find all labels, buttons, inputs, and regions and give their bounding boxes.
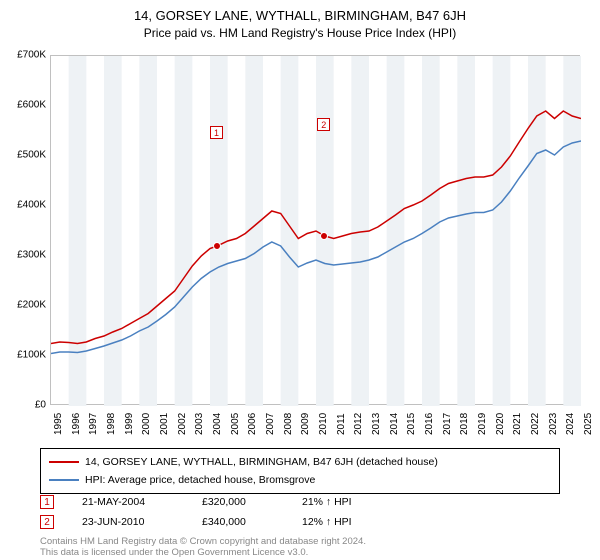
x-tick-label: 2020	[495, 413, 506, 435]
x-tick-label: 2009	[300, 413, 311, 435]
x-tick-label: 2008	[283, 413, 294, 435]
y-tick-label: £100K	[17, 350, 46, 361]
x-tick-label: 2012	[353, 413, 364, 435]
legend: 14, GORSEY LANE, WYTHALL, BIRMINGHAM, B4…	[40, 448, 560, 494]
x-tick-label: 1995	[53, 413, 64, 435]
marker-number-box: 1	[40, 495, 54, 509]
sale-marker-dot	[213, 242, 221, 250]
x-tick-label: 2013	[371, 413, 382, 435]
x-tick-label: 2007	[265, 413, 276, 435]
legend-swatch-1	[49, 461, 79, 463]
marker-pct: 12% ↑ HPI	[302, 516, 412, 528]
y-tick-label: £600K	[17, 100, 46, 111]
legend-label-1: 14, GORSEY LANE, WYTHALL, BIRMINGHAM, B4…	[85, 453, 438, 471]
x-tick-label: 2025	[583, 413, 594, 435]
sale-marker-label: 2	[317, 118, 330, 131]
y-tick-label: £200K	[17, 300, 46, 311]
x-tick-label: 2005	[230, 413, 241, 435]
legend-row-series1: 14, GORSEY LANE, WYTHALL, BIRMINGHAM, B4…	[49, 453, 551, 471]
marker-pct: 21% ↑ HPI	[302, 496, 412, 508]
x-tick-label: 2004	[212, 413, 223, 435]
x-tick-label: 2018	[459, 413, 470, 435]
x-tick-label: 2022	[530, 413, 541, 435]
y-axis-labels: £0£100K£200K£300K£400K£500K£600K£700K	[0, 55, 50, 405]
sale-marker-dot	[320, 232, 328, 240]
x-tick-label: 2006	[247, 413, 258, 435]
x-tick-label: 2001	[159, 413, 170, 435]
x-tick-label: 2021	[512, 413, 523, 435]
marker-number-box: 2	[40, 515, 54, 529]
sale-marker-label: 1	[210, 126, 223, 139]
legend-label-2: HPI: Average price, detached house, Brom…	[85, 471, 315, 489]
y-tick-label: £0	[35, 400, 46, 411]
chart-plot-area: 12	[50, 55, 580, 405]
y-tick-label: £300K	[17, 250, 46, 261]
marker-table: 1 21-MAY-2004£320,00021% ↑ HPI 2 23-JUN-201…	[40, 492, 560, 532]
chart-title: 14, GORSEY LANE, WYTHALL, BIRMINGHAM, B4…	[10, 8, 590, 23]
y-tick-label: £500K	[17, 150, 46, 161]
marker-row: 1 21-MAY-2004£320,00021% ↑ HPI	[40, 492, 560, 512]
footer-attribution: Contains HM Land Registry data © Crown c…	[40, 536, 366, 558]
x-tick-label: 2023	[548, 413, 559, 435]
footer-line-2: This data is licensed under the Open Gov…	[40, 547, 366, 558]
x-tick-label: 1997	[88, 413, 99, 435]
x-tick-label: 2024	[565, 413, 576, 435]
x-tick-label: 1998	[106, 413, 117, 435]
x-tick-label: 2010	[318, 413, 329, 435]
x-tick-label: 2011	[336, 413, 347, 435]
y-tick-label: £400K	[17, 200, 46, 211]
x-tick-label: 2014	[389, 413, 400, 435]
x-tick-label: 1999	[124, 413, 135, 435]
x-tick-label: 2019	[477, 413, 488, 435]
marker-row: 2 23-JUN-2010£340,00012% ↑ HPI	[40, 512, 560, 532]
marker-date: 23-JUN-2010	[82, 516, 202, 528]
footer-line-1: Contains HM Land Registry data © Crown c…	[40, 536, 366, 547]
x-tick-label: 2017	[442, 413, 453, 435]
x-axis-labels: 1995 1996 1997 1998 1999 2000 2001 2002 2003 2004…	[50, 405, 580, 445]
x-tick-label: 2000	[141, 413, 152, 435]
x-tick-label: 2015	[406, 413, 417, 435]
legend-swatch-2	[49, 479, 79, 481]
chart-svg	[51, 56, 581, 406]
x-tick-label: 2002	[177, 413, 188, 435]
x-tick-label: 2003	[194, 413, 205, 435]
marker-price: £320,000	[202, 496, 302, 508]
marker-date: 21-MAY-2004	[82, 496, 202, 508]
x-tick-label: 1996	[71, 413, 82, 435]
x-tick-label: 2016	[424, 413, 435, 435]
chart-title-block: 14, GORSEY LANE, WYTHALL, BIRMINGHAM, B4…	[0, 0, 600, 46]
marker-price: £340,000	[202, 516, 302, 528]
chart-subtitle: Price paid vs. HM Land Registry's House …	[10, 26, 590, 40]
y-tick-label: £700K	[17, 50, 46, 61]
legend-row-series2: HPI: Average price, detached house, Brom…	[49, 471, 551, 489]
